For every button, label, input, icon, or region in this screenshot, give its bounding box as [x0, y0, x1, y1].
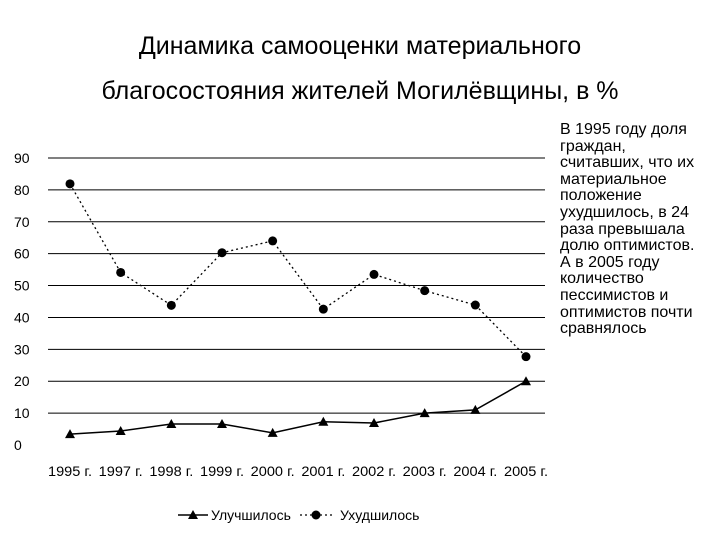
- data-point-circle: [268, 236, 278, 246]
- data-point-triangle: [369, 417, 379, 427]
- legend-label-improved: Улучшилось: [211, 507, 291, 523]
- data-point-triangle: [166, 418, 177, 428]
- x-tick-label: 1998 г.: [149, 463, 193, 479]
- y-tick-label: 10: [14, 405, 30, 421]
- data-point-circle: [420, 286, 430, 296]
- x-axis-ticks: 1995 г. 1997 г. 1998 г. 1999 г. 2000 г. 2001 …: [48, 463, 548, 479]
- legend-marker-improved: [188, 510, 198, 519]
- legend-marker-worsened: [311, 510, 321, 520]
- data-point-circle: [217, 248, 227, 258]
- x-tick-label: 1995 г.: [48, 463, 92, 479]
- data-point-triangle: [318, 416, 329, 426]
- data-point-triangle: [217, 418, 227, 428]
- x-tick-label: 2005 г.: [504, 463, 548, 479]
- legend-label-worsened: Ухудшилось: [340, 507, 419, 523]
- data-point-circle: [318, 304, 328, 314]
- data-point-triangle: [267, 427, 278, 437]
- y-axis-ticks: 0 10 20 30 40 50 60 70 80 90: [14, 150, 30, 453]
- data-point-circle: [369, 269, 379, 279]
- x-tick-label: 2002 г.: [352, 463, 396, 479]
- gridlines: [48, 157, 545, 414]
- y-tick-label: 40: [14, 309, 30, 325]
- data-point-triangle: [470, 404, 481, 414]
- y-tick-label: 0: [14, 437, 22, 453]
- commentary-text: В 1995 году доля граждан, считавших, что…: [560, 121, 710, 338]
- data-point-circle: [116, 267, 126, 277]
- chart-title-line-1: Динамика самооценки материального: [138, 32, 582, 60]
- x-tick-label: 2004 г.: [453, 463, 497, 479]
- y-tick-label: 30: [14, 341, 30, 357]
- x-tick-label: 2001 г.: [301, 463, 345, 479]
- series-layer: [65, 179, 531, 439]
- x-tick-label: 1997 г.: [99, 463, 143, 479]
- x-tick-label: 1999 г.: [200, 463, 244, 479]
- data-point-triangle: [115, 425, 126, 435]
- series-line-1: [69, 380, 527, 435]
- data-point-triangle: [419, 408, 430, 418]
- legend: Улучшилось Ухудшилось: [178, 507, 419, 523]
- y-tick-label: 90: [14, 150, 30, 166]
- data-point-triangle: [521, 376, 531, 386]
- y-tick-label: 80: [14, 182, 30, 198]
- series-line-2: [69, 183, 527, 358]
- y-tick-label: 20: [14, 373, 30, 389]
- y-tick-label: 70: [14, 214, 30, 230]
- data-point-circle: [166, 300, 176, 310]
- x-tick-label: 2000 г.: [251, 463, 295, 479]
- data-point-circle: [65, 179, 75, 189]
- commentary-1995: В 1995 году доля граждан, считавших, что…: [560, 121, 695, 255]
- data-point-triangle: [65, 429, 75, 439]
- data-point-circle: [521, 352, 531, 362]
- data-point-circle: [470, 300, 480, 310]
- y-tick-label: 60: [14, 246, 30, 262]
- x-tick-label: 2003 г.: [403, 463, 447, 479]
- chart-title-line-2: благосостояния жителей Могилёвщины, в %: [101, 77, 619, 105]
- commentary-2005: А в 2005 году количество пессимистов и о…: [560, 253, 693, 338]
- y-tick-label: 50: [14, 278, 30, 294]
